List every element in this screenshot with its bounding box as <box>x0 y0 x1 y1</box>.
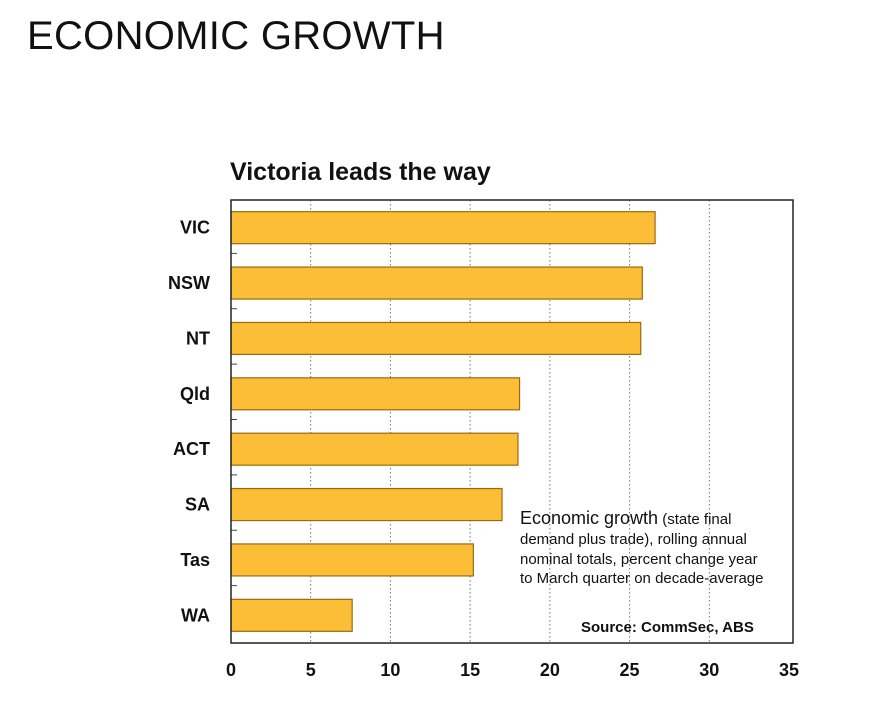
bar <box>230 266 643 300</box>
bar <box>230 377 521 411</box>
category-label: Qld <box>180 384 210 404</box>
x-tick-label: 30 <box>699 660 719 680</box>
annotation-line-3: nominal totals, percent change year <box>520 551 758 568</box>
bar <box>230 543 474 577</box>
category-label: VIC <box>180 218 210 238</box>
annotation-line-4: to March quarter on decade-average <box>520 570 763 587</box>
chart-annotation: Economic growth (state final demand plus… <box>520 508 763 587</box>
bar <box>230 211 656 245</box>
annotation-line-1: Economic growth (state final <box>520 508 731 528</box>
category-label: ACT <box>173 439 210 459</box>
bar <box>230 321 642 356</box>
category-label: NT <box>186 328 210 348</box>
x-tick-label: 25 <box>620 660 640 680</box>
x-tick-label: 35 <box>779 660 799 680</box>
chart-title: Victoria leads the way <box>230 158 491 186</box>
x-tick-label: 15 <box>460 660 480 680</box>
category-label: Tas <box>180 550 210 570</box>
page-title: ECONOMIC GROWTH <box>27 14 445 58</box>
category-label: WA <box>181 605 210 625</box>
bar <box>230 598 353 632</box>
annotation-lead: Economic growth <box>520 508 658 528</box>
source-note: Source: CommSec, ABS <box>581 619 754 636</box>
bar <box>230 487 503 522</box>
x-tick-label: 5 <box>306 660 316 680</box>
category-label: NSW <box>168 273 210 293</box>
x-tick-label: 0 <box>226 660 236 680</box>
x-tick-label: 10 <box>380 660 400 680</box>
annotation-line-2: demand plus trade), rolling annual <box>520 531 747 548</box>
category-label: SA <box>185 495 210 515</box>
bar <box>230 432 519 466</box>
x-tick-label: 20 <box>540 660 560 680</box>
annotation-rest: (state final <box>658 511 731 528</box>
plot-frame <box>230 199 794 644</box>
